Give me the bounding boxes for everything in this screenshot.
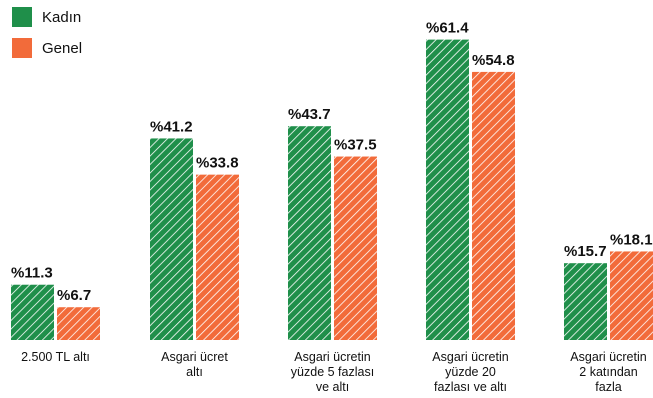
value-label-kadın-3: %61.4 (426, 20, 469, 37)
value-label-kadın-1: %41.2 (150, 118, 193, 135)
bar-genel-2 (334, 156, 377, 340)
value-label-genel-3: %54.8 (472, 52, 515, 69)
legend-label-kadın: Kadın (42, 9, 81, 26)
value-label-genel-0: %6.7 (57, 287, 91, 304)
category-label-1: Asgari ücret altı (161, 350, 228, 379)
legend-swatch-genel (12, 38, 32, 58)
category-label-0: 2.500 TL altı (21, 350, 90, 364)
bar-kadın-3 (426, 39, 469, 341)
legend: Kadın Genel (12, 7, 82, 58)
bar-kadın-0 (11, 284, 54, 340)
value-label-kadın-2: %43.7 (288, 106, 331, 123)
bar-genel-4 (610, 251, 653, 340)
bar-genel-0 (57, 307, 100, 340)
legend-swatch-kadın (12, 7, 32, 27)
value-label-kadın-4: %15.7 (564, 243, 607, 260)
category-label-4: Asgari ücretin 2 katından fazla (570, 350, 646, 394)
category-label-3: Asgari ücretin yüzde 20 fazlası ve altı (432, 350, 508, 394)
value-label-genel-1: %33.8 (196, 155, 239, 172)
category-labels: 2.500 TL altı Asgari ücret altı Asgari ücre… (21, 350, 647, 394)
bar-kadın-2 (288, 126, 331, 341)
legend-label-genel: Genel (42, 40, 82, 57)
value-label-genel-4: %18.1 (610, 231, 653, 248)
bar-kadın-4 (564, 263, 607, 340)
value-label-genel-2: %37.5 (334, 137, 377, 154)
bar-genel-3 (472, 71, 515, 340)
value-label-kadın-0: %11.3 (11, 265, 53, 282)
value-labels: %11.3%6.7 %41.2 %33.8 %43.7%37.5 %61.4%54.8%… (11, 20, 653, 305)
bar-kadın-1 (150, 138, 193, 340)
category-label-2: Asgari ücretin yüzde 5 fazlası ve altı (291, 350, 374, 394)
bars (11, 39, 653, 341)
bar-genel-1 (196, 174, 239, 340)
